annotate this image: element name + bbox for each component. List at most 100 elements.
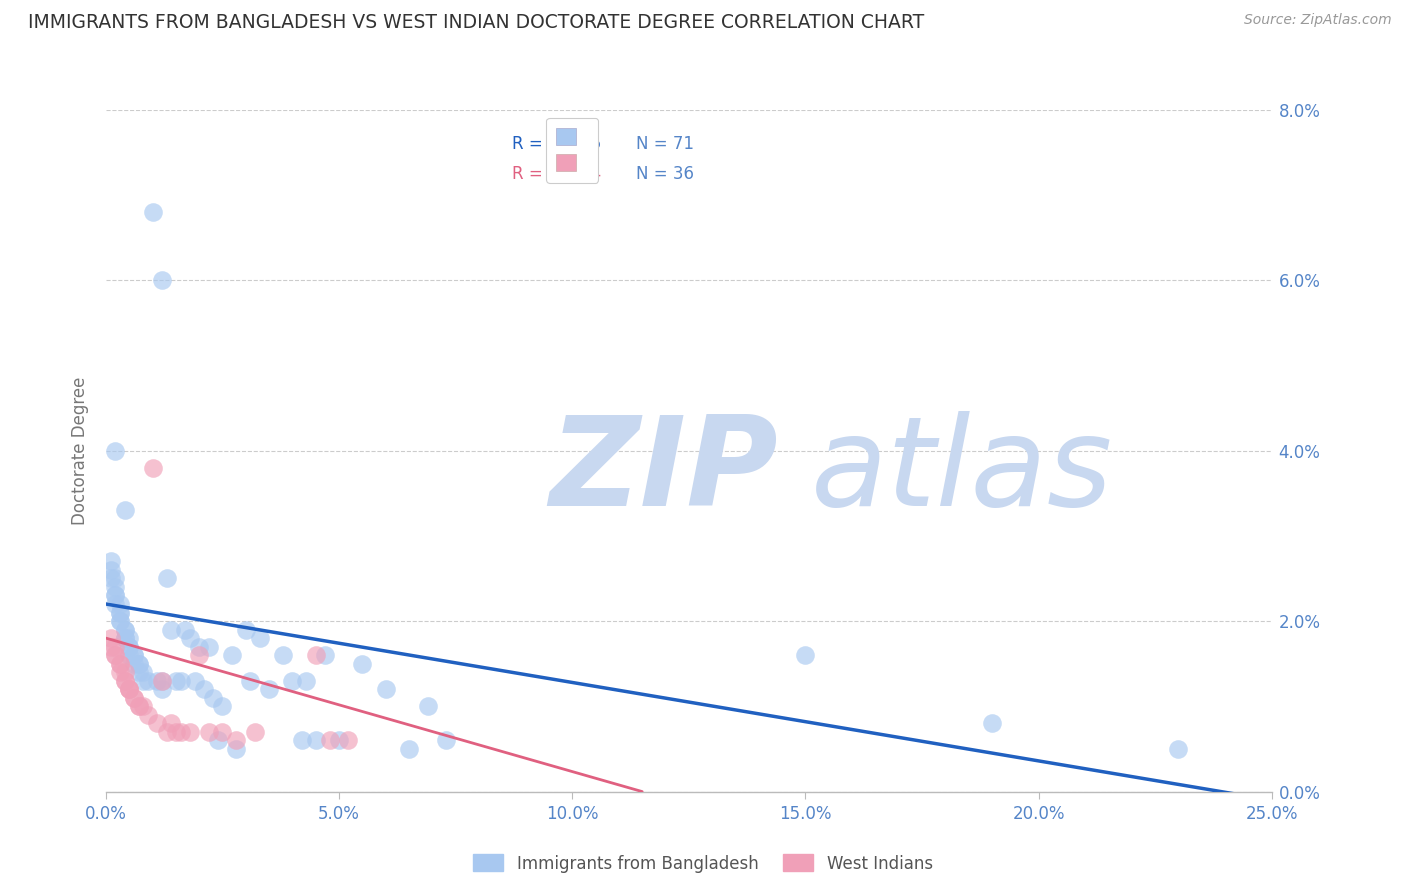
Text: R = -0.365: R = -0.365	[512, 136, 600, 153]
Point	[183, 673, 205, 688]
Point	[243, 725, 266, 739]
Point	[225, 742, 247, 756]
Point	[169, 673, 191, 688]
Point	[118, 640, 141, 654]
Point	[314, 648, 336, 663]
Point	[128, 657, 150, 671]
Point	[174, 623, 197, 637]
Point	[104, 648, 127, 663]
Text: Source: ZipAtlas.com: Source: ZipAtlas.com	[1244, 13, 1392, 28]
Point	[249, 631, 271, 645]
Point	[188, 648, 211, 663]
Point	[146, 673, 169, 688]
Point	[202, 690, 225, 705]
Point	[118, 640, 141, 654]
Point	[118, 631, 141, 645]
Point	[122, 690, 145, 705]
Point	[188, 640, 211, 654]
Point	[150, 273, 173, 287]
Point	[305, 648, 328, 663]
Point	[150, 673, 173, 688]
Legend: Immigrants from Bangladesh, West Indians: Immigrants from Bangladesh, West Indians	[467, 847, 939, 880]
Point	[114, 673, 136, 688]
Text: atlas: atlas	[811, 410, 1114, 532]
Point	[319, 733, 342, 747]
Point	[114, 673, 136, 688]
Point	[100, 563, 122, 577]
Point	[114, 631, 136, 645]
Point	[100, 571, 122, 585]
Point	[295, 673, 318, 688]
Point	[179, 631, 201, 645]
Point	[169, 725, 191, 739]
Point	[211, 725, 233, 739]
Point	[104, 571, 127, 585]
Point	[100, 554, 122, 568]
Legend:  ,  : ,	[547, 118, 598, 183]
Point	[794, 648, 817, 663]
Point	[160, 623, 183, 637]
Point	[416, 699, 439, 714]
Point	[981, 716, 1004, 731]
Point	[150, 682, 173, 697]
Point	[155, 725, 177, 739]
Point	[108, 606, 131, 620]
Point	[225, 733, 247, 747]
Point	[197, 640, 219, 654]
Point	[118, 682, 141, 697]
Point	[235, 623, 257, 637]
Text: IMMIGRANTS FROM BANGLADESH VS WEST INDIAN DOCTORATE DEGREE CORRELATION CHART: IMMIGRANTS FROM BANGLADESH VS WEST INDIA…	[28, 13, 924, 32]
Point	[281, 673, 304, 688]
Point	[104, 580, 127, 594]
Point	[104, 589, 127, 603]
Point	[179, 725, 201, 739]
Point	[104, 640, 127, 654]
Point	[114, 665, 136, 680]
Point	[352, 657, 374, 671]
Point	[146, 716, 169, 731]
Point	[108, 657, 131, 671]
Point	[165, 673, 187, 688]
Point	[150, 673, 173, 688]
Point	[122, 648, 145, 663]
Point	[108, 614, 131, 628]
Point	[108, 606, 131, 620]
Point	[337, 733, 360, 747]
Point	[257, 682, 280, 697]
Point	[104, 589, 127, 603]
Point	[122, 648, 145, 663]
Text: N = 36: N = 36	[637, 165, 695, 184]
Point	[132, 673, 155, 688]
Point	[114, 503, 136, 517]
Point	[165, 725, 187, 739]
Point	[1167, 742, 1189, 756]
Point	[122, 690, 145, 705]
Point	[136, 673, 159, 688]
Text: R = -0.394: R = -0.394	[512, 165, 600, 184]
Point	[239, 673, 262, 688]
Point	[141, 460, 163, 475]
Point	[141, 204, 163, 219]
Point	[398, 742, 420, 756]
Point	[114, 623, 136, 637]
Point	[211, 699, 233, 714]
Point	[305, 733, 328, 747]
Point	[221, 648, 243, 663]
Point	[132, 665, 155, 680]
Point	[118, 648, 141, 663]
Point	[434, 733, 457, 747]
Point	[108, 597, 131, 611]
Point	[122, 657, 145, 671]
Point	[128, 657, 150, 671]
Point	[128, 699, 150, 714]
Point	[128, 665, 150, 680]
Point	[291, 733, 314, 747]
Point	[118, 682, 141, 697]
Text: N = 71: N = 71	[637, 136, 695, 153]
Point	[104, 443, 127, 458]
Point	[104, 597, 127, 611]
Point	[207, 733, 229, 747]
Text: ZIP: ZIP	[548, 410, 778, 532]
Point	[132, 699, 155, 714]
Point	[328, 733, 350, 747]
